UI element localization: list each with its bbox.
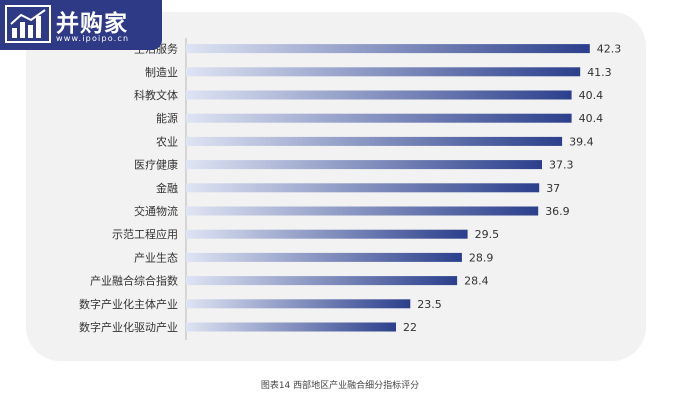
bar — [186, 276, 458, 286]
bar — [186, 136, 563, 146]
category-label: 产业生态 — [134, 250, 178, 264]
bar — [186, 44, 590, 54]
data-label: 40.4 — [579, 89, 604, 102]
data-label: 22 — [403, 321, 417, 334]
category-label: 制造业 — [145, 65, 178, 79]
bar — [186, 299, 411, 309]
bar — [186, 113, 572, 123]
bar — [186, 252, 462, 262]
category-label: 金融 — [156, 181, 178, 195]
data-label: 28.9 — [469, 251, 494, 264]
bar-chart-logo-icon — [5, 5, 51, 43]
category-label: 产业融合综合指数 — [90, 274, 178, 288]
category-label: 数字产业化主体产业 — [79, 297, 178, 311]
logo-badge: 并购家 www.ipoipo.cn — [0, 0, 162, 50]
data-label: 40.4 — [579, 112, 604, 125]
bar — [186, 160, 542, 170]
bar — [186, 206, 539, 216]
bar — [186, 229, 468, 239]
category-label: 科教文体 — [134, 88, 178, 102]
category-label: 农业 — [156, 134, 178, 148]
data-label: 37 — [546, 182, 560, 195]
data-label: 29.5 — [475, 228, 500, 241]
data-label: 28.4 — [464, 275, 489, 288]
bar — [186, 90, 572, 100]
data-label: 36.9 — [545, 205, 570, 218]
bar — [186, 67, 581, 77]
data-label: 39.4 — [569, 135, 594, 148]
category-label: 交通物流 — [134, 204, 178, 218]
data-label: 41.3 — [587, 66, 612, 79]
logo-url: www.ipoipo.cn — [56, 34, 130, 43]
figure-caption: 图表14 西部地区产业融合细分指标评分 — [260, 381, 420, 391]
data-label: 42.3 — [597, 43, 622, 56]
category-label: 示范工程应用 — [112, 227, 178, 241]
data-label: 37.3 — [549, 159, 574, 172]
category-label: 医疗健康 — [134, 158, 178, 172]
logo-title: 并购家 — [56, 11, 128, 37]
category-label: 能源 — [156, 111, 178, 125]
data-label: 23.5 — [417, 298, 442, 311]
bar — [186, 322, 396, 332]
category-label: 数字产业化驱动产业 — [79, 320, 178, 334]
bar — [186, 183, 540, 193]
